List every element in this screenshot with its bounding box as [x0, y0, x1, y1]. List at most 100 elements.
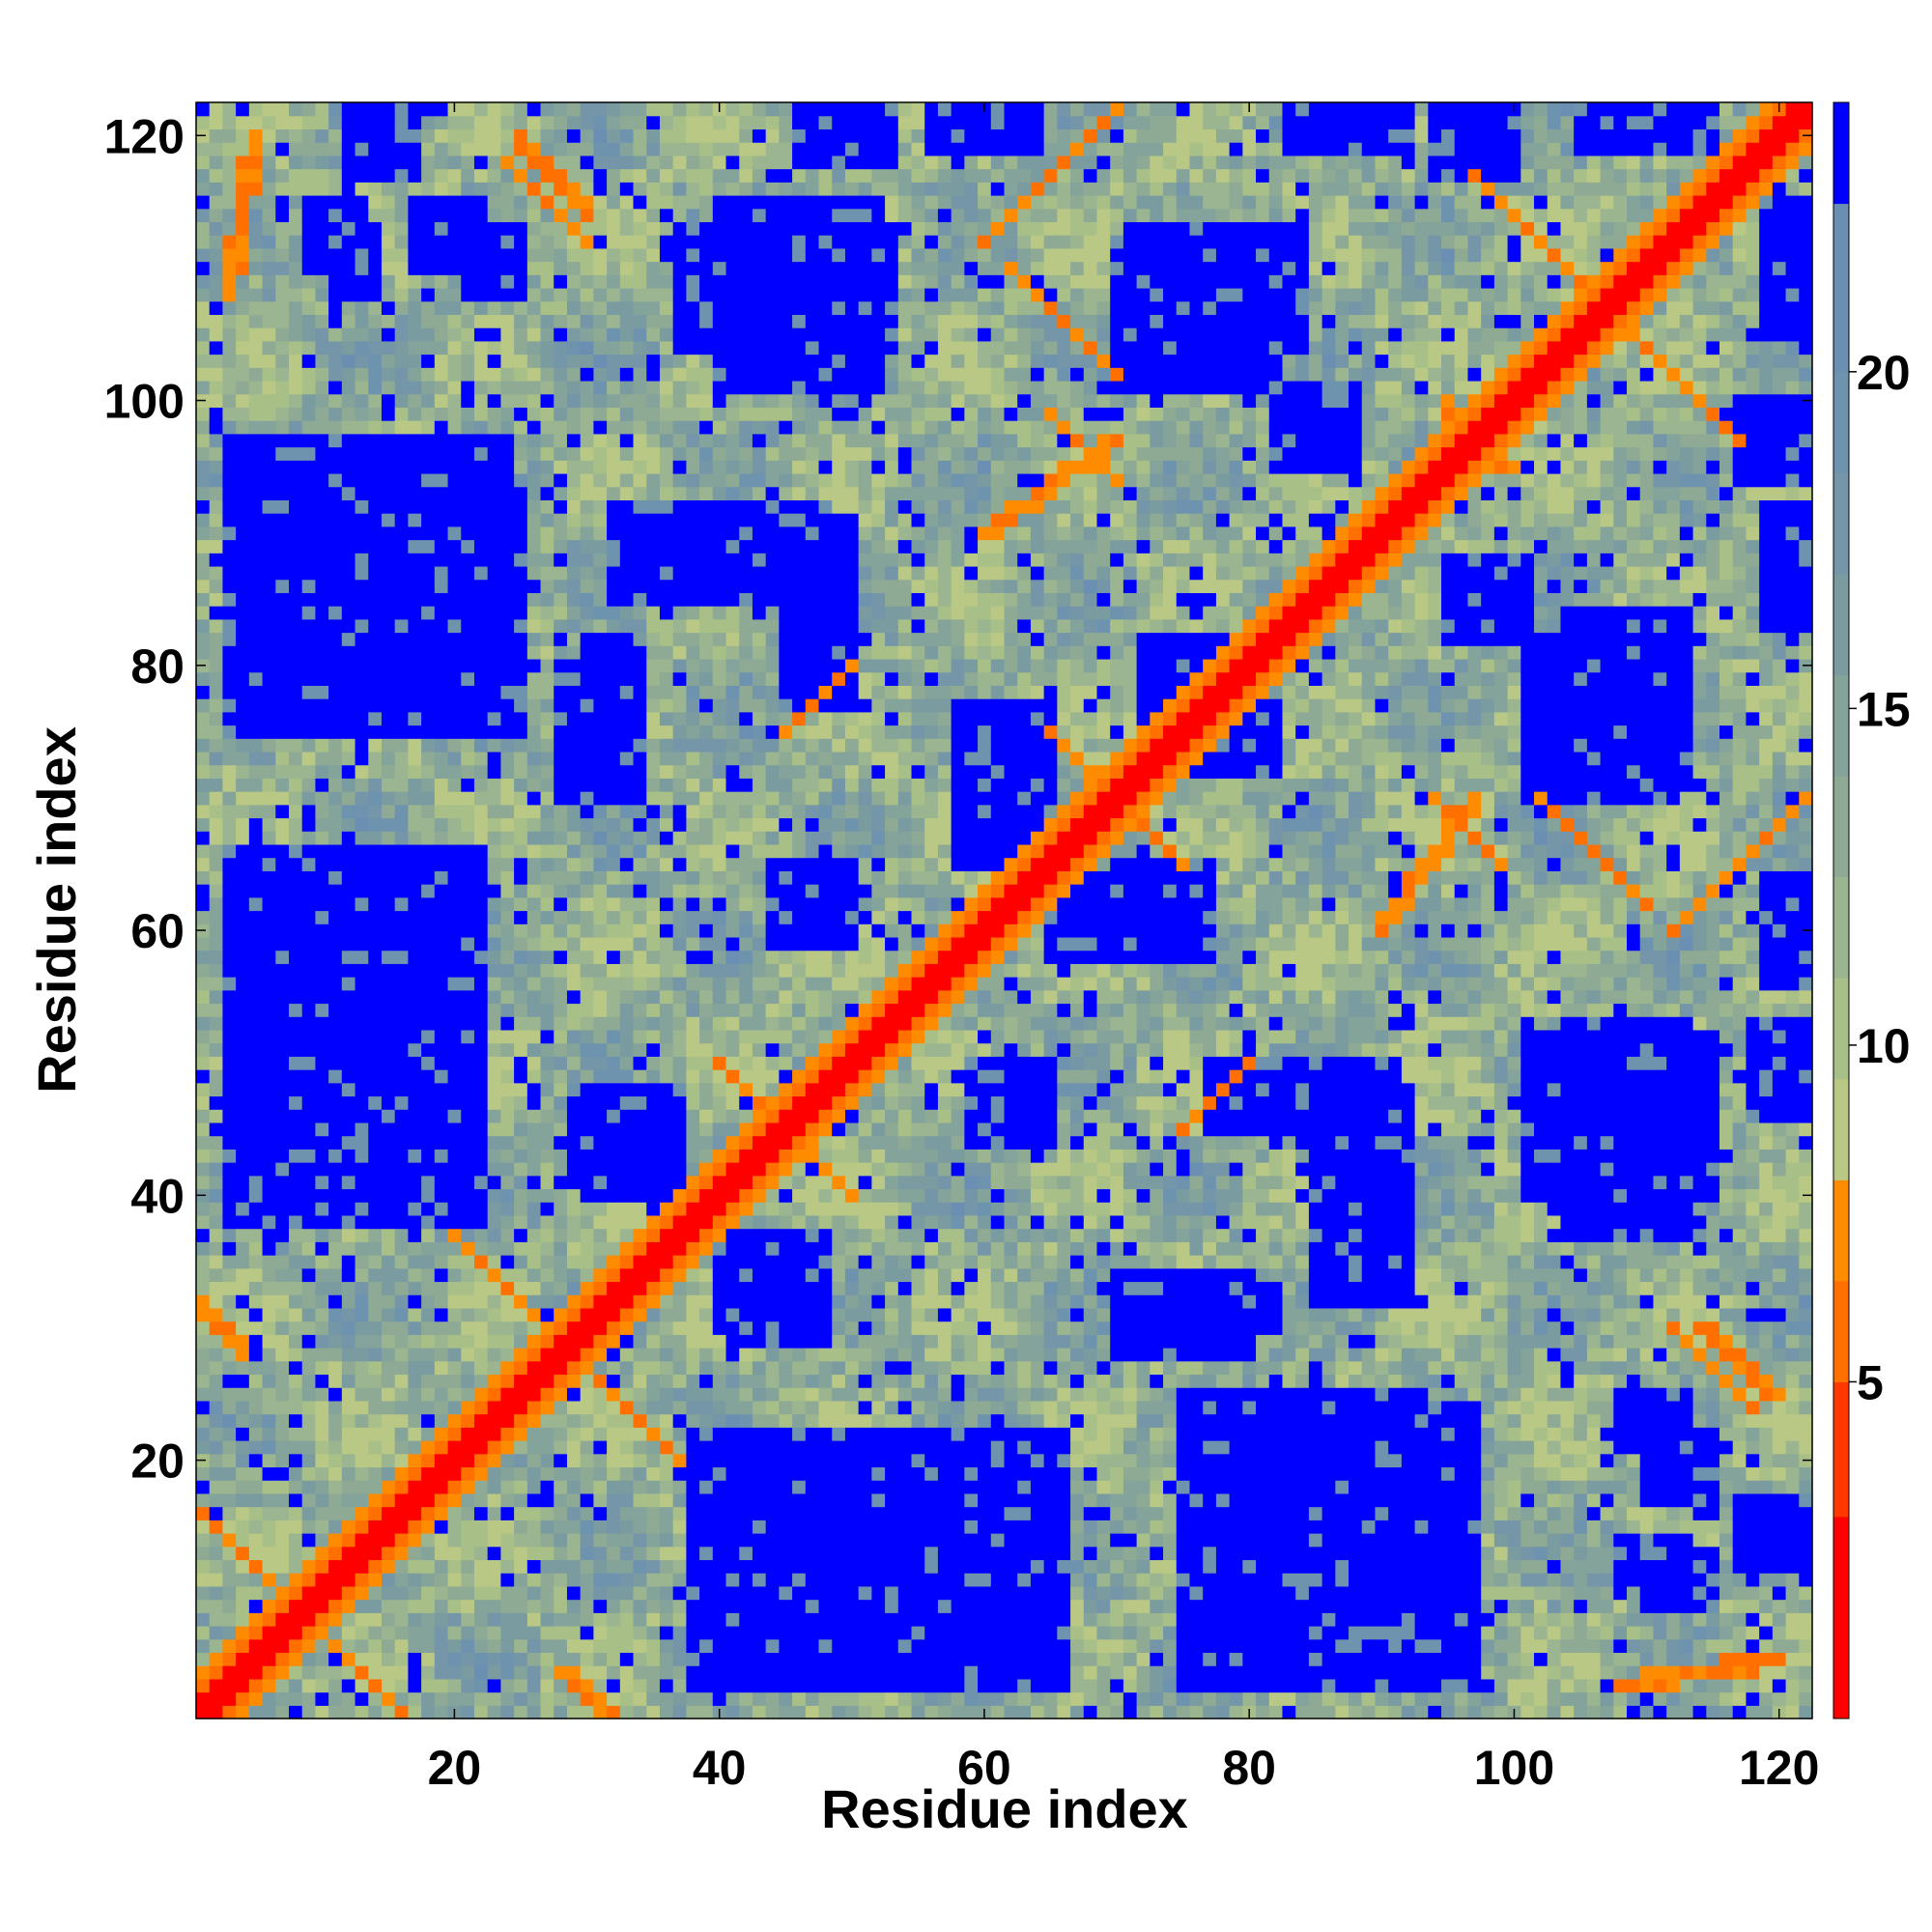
heatmap-cell — [514, 1334, 528, 1349]
heatmap-cell — [421, 513, 436, 527]
heatmap-cell — [500, 168, 515, 183]
heatmap-cell — [408, 128, 422, 143]
heatmap-cell — [686, 1506, 700, 1520]
heatmap-cell — [580, 420, 594, 435]
heatmap-cell — [659, 1559, 674, 1574]
heatmap-cell — [686, 1214, 700, 1230]
heatmap-cell — [262, 817, 276, 832]
heatmap-cell — [248, 208, 264, 223]
heatmap-cell — [566, 300, 582, 316]
heatmap-cell — [607, 764, 621, 779]
heatmap-cell — [236, 685, 250, 699]
heatmap-cell — [514, 724, 528, 739]
heatmap-cell — [381, 1705, 396, 1719]
heatmap-cell — [473, 340, 489, 355]
heatmap-cell — [487, 115, 501, 130]
heatmap-cell — [554, 1599, 568, 1613]
heatmap-cell — [659, 910, 674, 924]
heatmap-cell — [487, 1321, 501, 1335]
heatmap-cell — [196, 1228, 211, 1242]
heatmap-cell — [222, 1255, 237, 1269]
heatmap-cell — [633, 950, 647, 964]
heatmap-cell — [487, 354, 501, 368]
heatmap-cell — [500, 1281, 515, 1295]
heatmap-cell — [554, 261, 568, 275]
heatmap-cell — [725, 1480, 740, 1494]
heatmap-cell — [262, 553, 276, 567]
heatmap-cell — [434, 221, 449, 236]
heatmap-cell — [408, 1029, 422, 1044]
heatmap-cell — [725, 632, 740, 646]
heatmap-cell — [725, 1374, 740, 1388]
heatmap-cell — [315, 1387, 329, 1402]
heatmap-cell — [526, 1440, 542, 1455]
heatmap-cell — [487, 1506, 501, 1520]
heatmap-cell — [554, 142, 568, 156]
heatmap-cell — [712, 1400, 727, 1415]
heatmap-cell — [514, 1413, 528, 1428]
heatmap-cell — [619, 884, 635, 898]
heatmap-cell — [580, 460, 594, 474]
heatmap-cell — [355, 1122, 369, 1137]
heatmap-cell — [500, 989, 515, 1005]
heatmap-cell — [619, 1122, 635, 1137]
heatmap-cell — [236, 1360, 250, 1376]
heatmap-cell — [633, 393, 647, 408]
heatmap-cell — [619, 791, 635, 806]
heatmap-cell — [487, 1016, 501, 1031]
heatmap-cell — [580, 963, 594, 978]
heatmap-cell — [196, 764, 211, 779]
heatmap-cell — [222, 1321, 237, 1335]
heatmap-cell — [593, 1559, 608, 1574]
heatmap-cell — [712, 764, 727, 779]
heatmap-cell — [328, 1241, 343, 1256]
heatmap-cell — [275, 1413, 290, 1428]
heatmap-cell — [275, 499, 290, 514]
heatmap-cell — [514, 1056, 528, 1070]
heatmap-cell — [434, 314, 449, 328]
heatmap-cell — [712, 472, 727, 488]
heatmap-cell — [236, 1705, 250, 1719]
heatmap-cell — [686, 1042, 700, 1057]
heatmap-cell — [473, 1360, 489, 1376]
heatmap-cell — [619, 1069, 635, 1084]
heatmap-cell — [301, 1387, 317, 1402]
heatmap-cell — [712, 1427, 727, 1441]
heatmap-cell — [712, 963, 727, 978]
heatmap-cell — [619, 817, 635, 832]
heatmap-cell — [712, 499, 727, 514]
heatmap-cell — [381, 1453, 396, 1468]
heatmap-cell — [301, 977, 317, 991]
heatmap-cell — [275, 606, 290, 620]
heatmap-cell — [262, 1466, 276, 1481]
heatmap-cell — [500, 1228, 515, 1242]
heatmap-cell — [712, 751, 727, 766]
heatmap-cell — [619, 698, 635, 713]
heatmap-cell — [381, 513, 396, 527]
heatmap-cell — [554, 831, 568, 845]
heatmap-cell — [408, 1241, 422, 1256]
heatmap-cell — [275, 698, 290, 713]
heatmap-cell — [301, 1638, 317, 1654]
heatmap-cell — [672, 1400, 687, 1415]
heatmap-cell — [607, 950, 621, 964]
heatmap-cell — [514, 1559, 528, 1574]
heatmap-cell — [672, 1321, 687, 1335]
heatmap-cell — [607, 977, 621, 991]
heatmap-cell — [712, 950, 727, 964]
heatmap-cell — [593, 1665, 608, 1680]
heatmap-cell — [394, 1003, 410, 1017]
heatmap-cell — [487, 182, 501, 196]
heatmap-cell — [248, 261, 264, 275]
heatmap-cell — [712, 791, 727, 806]
heatmap-cell — [447, 711, 462, 726]
heatmap-cell — [580, 698, 594, 713]
heatmap-cell — [633, 711, 647, 726]
heatmap-cell — [487, 1069, 501, 1084]
heatmap-cell — [646, 1188, 661, 1203]
heatmap-cell — [461, 526, 475, 541]
heatmap-cell — [487, 936, 501, 952]
heatmap-cell — [473, 261, 489, 275]
heatmap-cell — [554, 1016, 568, 1031]
heatmap-cell — [262, 1255, 276, 1269]
